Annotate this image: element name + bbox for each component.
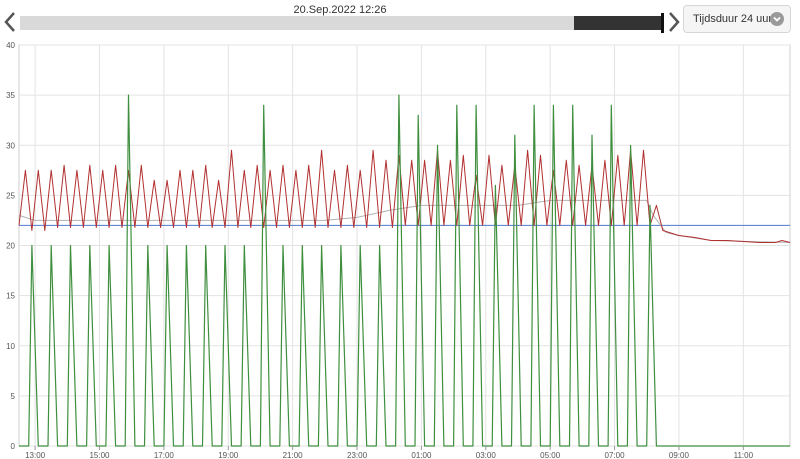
x-tick-label: 21:00 [283,451,304,459]
y-tick-label: 40 [6,41,15,50]
x-tick-label: 13:00 [25,451,46,459]
next-period-button[interactable] [666,10,682,34]
duration-select[interactable]: Tijdsduur 24 uur [683,5,791,33]
measured-light-line [18,199,791,243]
x-tick-label: 17:00 [154,451,175,459]
y-tick-label: 30 [6,141,15,150]
y-tick-label: 25 [6,191,15,200]
x-tick-label: 03:00 [476,451,497,459]
y-tick-label: 15 [6,292,15,301]
y-tick-label: 35 [6,91,15,100]
y-tick-label: 0 [11,442,16,451]
chevron-down-icon [770,12,784,26]
y-tick-label: 5 [11,392,16,401]
y-tick-label: 20 [6,242,15,251]
timeline-handle[interactable] [661,13,664,33]
x-tick-label: 09:00 [669,451,690,459]
chart-series [18,94,791,447]
x-tick-label: 01:00 [411,451,432,459]
x-tick-label: 23:00 [347,451,368,459]
temperature-chart: 0 5 10 15 20 25 30 35 40 13:00 15:00 17:00 19:00 21:0… [6,41,791,459]
timeline-selection-window[interactable] [573,16,664,30]
x-tick-label: 19:00 [218,451,239,459]
selected-date: 20.Sep.2022 12:26 [293,4,387,16]
room-temp-line [18,149,791,243]
y-tick-label: 10 [6,342,15,351]
valve-output-line [19,94,790,447]
top-toolbar: 20.Sep.2022 12:26 Tijdsduur 24 uur [0,0,800,40]
x-tick-label: 07:00 [605,451,626,459]
x-tick-label: 15:00 [89,451,110,459]
duration-label: Tijdsduur 24 uur [693,13,773,25]
chevron-left-icon [2,10,18,34]
timeline-slider[interactable] [20,13,664,33]
chevron-right-icon [666,10,682,34]
x-tick-label: 11:00 [734,451,754,459]
x-tick-label: 05:00 [540,451,561,459]
previous-period-button[interactable] [2,10,18,34]
chart-axes: 0 5 10 15 20 25 30 35 40 13:00 15:00 17:00 19:00 21:0… [6,41,753,459]
